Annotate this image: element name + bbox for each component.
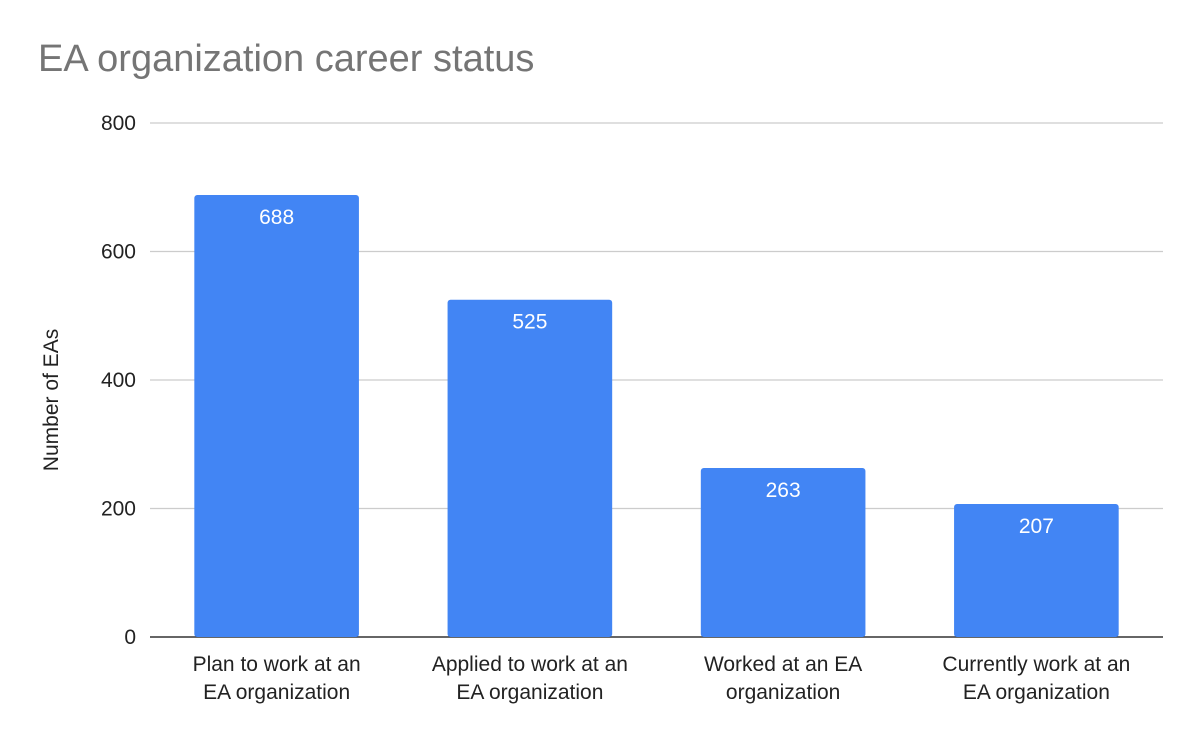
x-category-label: Plan to work at an [193,653,361,676]
x-category-label: Worked at an EA [704,653,862,676]
bar [447,299,613,637]
bar [700,468,866,637]
data-label: 525 [512,311,547,334]
x-category-label: Currently work at an [942,653,1130,676]
data-label: 688 [259,206,294,229]
chart-title: EA organization career status [38,38,535,80]
x-category-label: Applied to work at an [432,653,628,676]
y-tick-label: 800 [101,112,136,135]
x-category-label: organization [726,681,840,704]
y-axis-title: Number of EAs [40,329,63,471]
y-tick-label: 0 [124,626,136,649]
y-tick-label: 600 [101,241,136,264]
x-category-label: EA organization [456,681,603,704]
x-category-label: EA organization [203,681,350,704]
data-label: 263 [766,479,801,502]
y-tick-label: 200 [101,498,136,521]
y-tick-label: 400 [101,369,136,392]
x-category-label: EA organization [963,681,1110,704]
data-label: 207 [1019,515,1054,538]
bar [954,504,1119,637]
bar [194,194,359,637]
